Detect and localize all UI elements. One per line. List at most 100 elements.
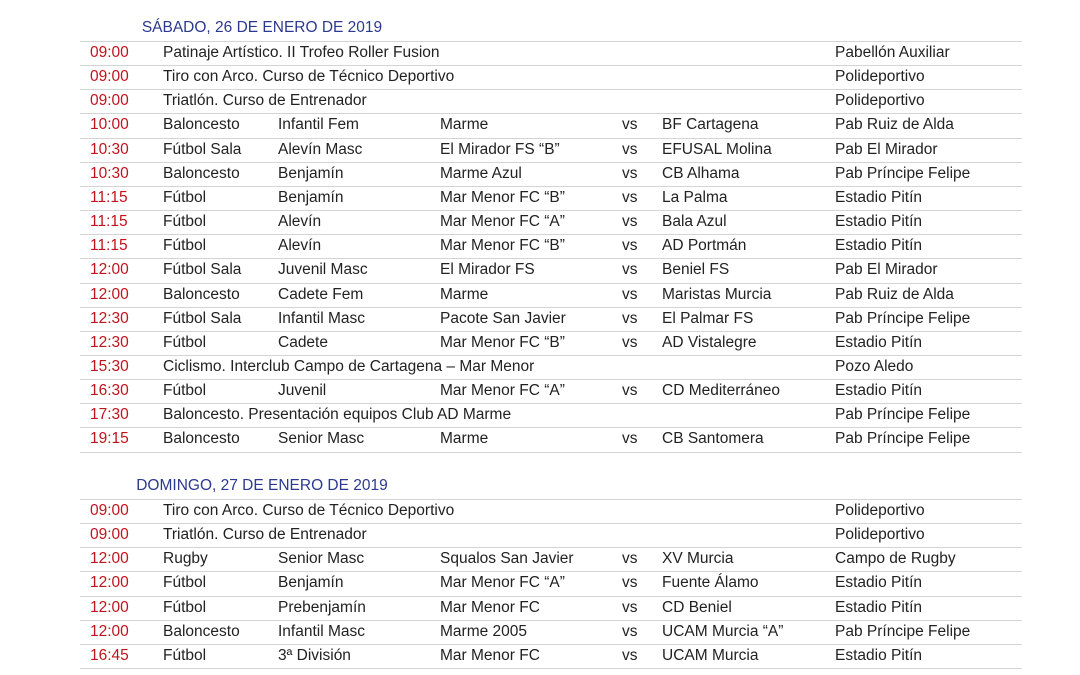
cell-vs: vs <box>622 188 638 206</box>
cell-event: Patinaje Artístico. II Trofeo Roller Fus… <box>163 44 440 61</box>
cell-venue: Pabellón Auxiliar <box>835 44 950 61</box>
cell-venue: Pab Príncipe Felipe <box>835 430 971 448</box>
row-separator <box>80 354 1022 356</box>
cell-home: Mar Menor FC “B” <box>440 188 565 206</box>
cell-time: 12:00 <box>90 598 129 616</box>
cell-home: Pacote San Javier <box>440 309 566 327</box>
row-separator <box>80 451 1022 453</box>
cell-vs: vs <box>622 309 638 327</box>
cell-sport: Fútbol <box>163 188 207 206</box>
cell-time: 09:00 <box>90 68 129 86</box>
cell-venue: Pab Príncipe Felipe <box>835 622 971 640</box>
cell-vs: vs <box>622 646 638 664</box>
cell-category: Senior Masc <box>278 550 365 568</box>
cell-category: Senior Masc <box>278 430 365 448</box>
cell-time: 11:15 <box>90 213 128 231</box>
cell-category: 3ª División <box>278 646 351 664</box>
cell-category: Infantil Masc <box>278 309 366 327</box>
cell-vs: vs <box>622 116 638 134</box>
cell-category: Alevín Masc <box>278 140 363 158</box>
row-separator <box>80 161 1022 163</box>
cell-away: Maristas Murcia <box>662 285 772 303</box>
cell-time: 11:15 <box>90 237 128 255</box>
row-separator <box>80 499 1022 500</box>
cell-vs: vs <box>622 382 638 400</box>
row-separator <box>80 89 1022 91</box>
cell-sport: Fútbol <box>163 382 207 400</box>
cell-event: Ciclismo. Interclub Campo de Cartagena –… <box>163 357 535 375</box>
cell-home: Marme <box>440 430 489 448</box>
cell-vs: vs <box>622 237 638 255</box>
cell-event: Triatlón. Curso de Entrenador <box>163 92 367 110</box>
cell-venue: Pab El Mirador <box>835 261 938 279</box>
cell-away: BF Cartagena <box>662 116 759 134</box>
cell-venue: Estadio Pitín <box>835 213 923 231</box>
cell-sport: Fútbol Sala <box>163 261 242 279</box>
cell-time: 12:00 <box>90 622 129 640</box>
cell-event: Triatlón. Curso de Entrenador <box>163 526 367 544</box>
cell-venue: Pab El Mirador <box>835 140 938 158</box>
row-separator <box>80 547 1022 549</box>
cell-event: Tiro con Arco. Curso de Técnico Deportiv… <box>163 68 455 86</box>
cell-home: El Mirador FS “B” <box>440 140 560 158</box>
cell-category: Juvenil <box>278 382 327 400</box>
cell-away: CB Santomera <box>662 430 764 448</box>
section-title: SÁBADO, 26 DE ENERO DE 2019 <box>141 19 383 36</box>
cell-time: 09:00 <box>90 92 129 110</box>
cell-venue: Estadio Pitín <box>835 646 923 664</box>
cell-sport: Rugby <box>163 550 208 568</box>
cell-home: Mar Menor FC “B” <box>440 333 565 351</box>
cell-category: Infantil Masc <box>278 622 366 640</box>
cell-time: 12:00 <box>90 574 129 592</box>
cell-time: 09:00 <box>90 526 129 544</box>
cell-home: Mar Menor FC <box>440 598 540 616</box>
cell-venue: Estadio Pitín <box>835 598 923 616</box>
cell-time: 09:00 <box>90 44 129 61</box>
cell-vs: vs <box>622 622 638 640</box>
cell-sport: Baloncesto <box>163 116 240 134</box>
cell-category: Alevín <box>278 237 322 255</box>
cell-category: Benjamín <box>278 164 344 182</box>
cell-away: CD Mediterráneo <box>662 382 781 400</box>
cell-home: Mar Menor FC “A” <box>440 213 565 231</box>
row-separator <box>80 65 1022 67</box>
cell-time: 09:00 <box>90 502 129 519</box>
cell-time: 19:15 <box>90 430 129 448</box>
cell-time: 10:30 <box>90 164 129 182</box>
cell-sport: Fútbol <box>163 574 207 592</box>
cell-away: CD Beniel <box>662 598 732 616</box>
row-separator <box>80 234 1022 236</box>
row-separator <box>80 643 1022 645</box>
cell-time: 15:30 <box>90 357 129 375</box>
cell-vs: vs <box>622 430 638 448</box>
row-separator <box>80 330 1022 332</box>
cell-home: Mar Menor FC “A” <box>440 574 565 592</box>
cell-category: Infantil Fem <box>278 116 359 134</box>
row-separator <box>80 523 1022 525</box>
cell-home: Squalos San Javier <box>440 550 574 568</box>
row-separator <box>80 619 1022 621</box>
row-separator <box>80 210 1022 212</box>
row-separator <box>80 403 1022 405</box>
cell-vs: vs <box>622 140 638 158</box>
cell-vs: vs <box>622 550 638 568</box>
cell-sport: Fútbol Sala <box>163 309 242 327</box>
cell-time: 12:30 <box>90 309 129 327</box>
cell-category: Prebenjamín <box>278 598 366 616</box>
cell-venue: Pab Príncipe Felipe <box>835 406 971 424</box>
cell-time: 12:00 <box>90 285 129 303</box>
cell-vs: vs <box>622 333 638 351</box>
cell-time: 12:00 <box>90 261 129 279</box>
cell-home: Marme Azul <box>440 164 522 182</box>
row-separator <box>80 427 1022 429</box>
cell-vs: vs <box>622 285 638 303</box>
cell-away: XV Murcia <box>662 550 734 568</box>
cell-time: 10:00 <box>90 116 129 134</box>
cell-away: Beniel FS <box>662 261 730 279</box>
cell-venue: Polideportivo <box>835 502 925 519</box>
cell-sport: Fútbol <box>163 333 207 351</box>
cell-venue: Polideportivo <box>835 92 925 110</box>
cell-sport: Fútbol <box>163 237 207 255</box>
row-separator <box>80 306 1022 308</box>
